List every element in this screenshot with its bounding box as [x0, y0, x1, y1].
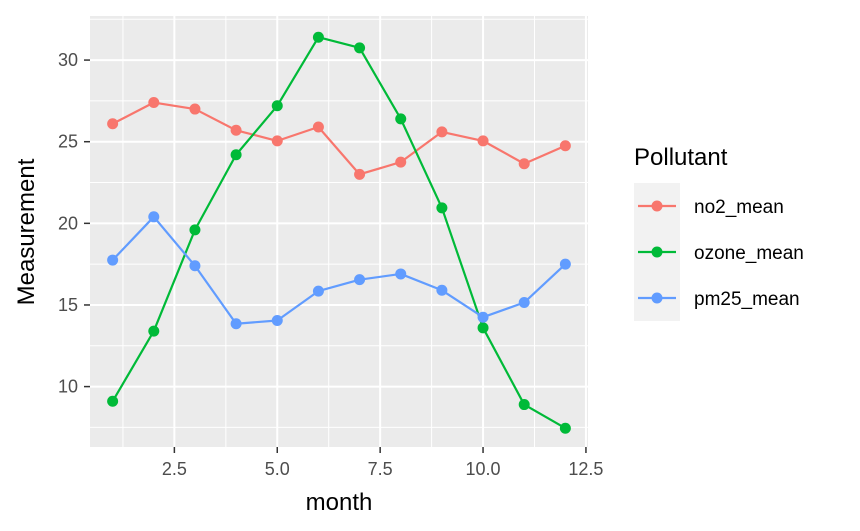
data-point-no2_mean — [230, 124, 242, 136]
data-point-ozone_mean — [312, 31, 324, 43]
x-tick-label: 12.5 — [568, 459, 603, 479]
x-tick-label: 7.5 — [368, 459, 393, 479]
data-point-pm25_mean — [518, 297, 530, 309]
legend-label: no2_mean — [694, 197, 784, 218]
data-point-ozone_mean — [354, 42, 366, 54]
legend-key-point — [651, 246, 663, 258]
data-point-pm25_mean — [395, 268, 407, 280]
data-point-no2_mean — [518, 158, 530, 170]
legend-key-point — [651, 200, 663, 212]
data-point-no2_mean — [436, 126, 448, 138]
y-tick-label: 20 — [58, 213, 78, 233]
legend-keys: no2_mean ozone_mean pm25_mean — [634, 183, 804, 321]
data-point-pm25_mean — [230, 318, 242, 330]
x-axis-title: month — [306, 489, 373, 516]
x-tick-label: 2.5 — [162, 459, 187, 479]
data-point-no2_mean — [189, 103, 201, 115]
x-axis: 2.5 5.0 7.5 10.0 12.5 — [162, 447, 603, 479]
series-ozone_mean — [107, 31, 571, 434]
data-point-pm25_mean — [354, 274, 366, 286]
x-tick-label: 10.0 — [466, 459, 501, 479]
data-point-ozone_mean — [189, 224, 201, 236]
data-point-no2_mean — [395, 156, 407, 168]
y-tick-label: 30 — [58, 50, 78, 70]
data-point-ozone_mean — [107, 395, 119, 407]
data-point-pm25_mean — [148, 211, 160, 223]
y-axis: 10 15 20 25 30 — [58, 50, 90, 397]
grid-minor — [90, 16, 588, 447]
series-no2_mean — [107, 97, 571, 180]
series-line-pm25_mean — [111, 215, 567, 325]
series-line-no2_mean — [112, 101, 566, 176]
data-point-ozone_mean — [395, 113, 407, 125]
legend-key-point — [651, 292, 663, 304]
legend-label: ozone_mean — [694, 243, 804, 264]
data-point-no2_mean — [354, 168, 366, 180]
series-line-ozone_mean — [111, 36, 566, 430]
data-point-no2_mean — [271, 135, 283, 147]
y-tick-label: 10 — [58, 377, 78, 397]
data-point-pm25_mean — [107, 254, 119, 266]
data-point-no2_mean — [148, 97, 160, 109]
grid-major — [90, 16, 588, 447]
legend: Pollutant no2_mean ozone_mean pm25_mean — [634, 144, 804, 321]
panel-background — [90, 16, 588, 447]
data-point-ozone_mean — [271, 100, 283, 112]
series-pm25_mean — [107, 211, 571, 330]
data-point-no2_mean — [312, 121, 324, 133]
y-tick-label: 25 — [58, 132, 78, 152]
data-point-no2_mean — [477, 135, 489, 147]
data-point-ozone_mean — [148, 325, 160, 337]
legend-item-no2_mean: no2_mean — [634, 183, 784, 229]
legend-item-pm25_mean: pm25_mean — [634, 275, 800, 321]
y-axis-title: Measurement — [13, 158, 40, 305]
data-point-ozone_mean — [559, 422, 571, 434]
data-point-pm25_mean — [436, 284, 448, 296]
data-point-no2_mean — [559, 140, 571, 152]
data-point-ozone_mean — [477, 322, 489, 334]
data-point-pm25_mean — [312, 285, 324, 297]
data-point-ozone_mean — [436, 202, 448, 214]
legend-label: pm25_mean — [694, 289, 800, 310]
data-point-pm25_mean — [477, 311, 489, 323]
data-point-no2_mean — [107, 118, 119, 130]
data-point-pm25_mean — [271, 314, 283, 326]
data-point-ozone_mean — [230, 149, 242, 161]
x-tick-label: 5.0 — [265, 459, 290, 479]
data-point-ozone_mean — [518, 399, 530, 411]
legend-title: Pollutant — [634, 144, 728, 171]
series-layer — [107, 31, 571, 434]
y-tick-label: 15 — [58, 295, 78, 315]
data-point-pm25_mean — [559, 258, 571, 270]
data-point-pm25_mean — [189, 260, 201, 272]
legend-item-ozone_mean: ozone_mean — [634, 229, 804, 275]
